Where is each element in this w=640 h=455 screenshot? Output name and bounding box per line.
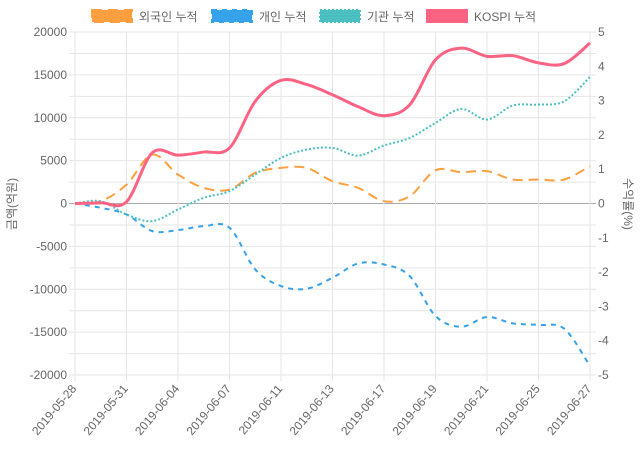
series-line-1 [74, 202, 591, 367]
right-tick-label: 1 [598, 162, 605, 176]
right-tick-label: 4 [598, 59, 605, 73]
legend-label: 개인 누적 [259, 10, 307, 24]
right-tick-label: 0 [598, 197, 605, 211]
x-tick-label: 2019-06-04 [132, 382, 182, 438]
right-tick-label: 3 [598, 94, 605, 108]
right-tick-label: -2 [598, 265, 609, 279]
left-tick-label: 20000 [34, 25, 68, 39]
left-tick-label: 5000 [40, 154, 67, 168]
left-axis-label: 금액(억원) [5, 178, 19, 230]
x-tick-label: 2019-06-25 [493, 382, 543, 438]
series-line-2 [74, 76, 591, 223]
x-tick-label: 2019-06-07 [184, 382, 234, 438]
legend-swatch [91, 9, 133, 23]
right-tick-label: -5 [598, 368, 609, 382]
series-line-0 [74, 153, 591, 205]
right-axis-label: 수익률(%) [621, 178, 635, 230]
legend-label: KOSPI 누적 [474, 10, 536, 24]
legend-swatch [426, 9, 468, 23]
right-tick-label: 5 [598, 25, 605, 39]
left-tick-label: -20000 [30, 368, 68, 382]
x-tick-label: 2019-06-21 [441, 382, 491, 438]
right-tick-label: 2 [598, 128, 605, 142]
legend-label: 외국인 누적 [139, 10, 198, 24]
left-axis-ticks: 20000 15000 10000 5000 0 -5000 -10000 -15000 -20… [30, 25, 68, 382]
legend-swatch [319, 9, 361, 23]
legend-swatch [211, 9, 253, 23]
left-tick-label: -5000 [36, 239, 67, 253]
right-tick-label: -4 [598, 334, 609, 348]
left-tick-label: -10000 [30, 282, 68, 296]
x-tick-label: 2019-05-31 [81, 382, 131, 438]
left-tick-label: 10000 [34, 111, 68, 125]
series-line-3 [74, 41, 591, 208]
left-tick-label: 0 [60, 197, 67, 211]
x-tick-label: 2019-05-28 [29, 382, 79, 438]
x-axis-ticks: 2019-05-28 2019-05-31 2019-06-04 2019-06-07… [29, 382, 594, 438]
legend: 외국인 누적 개인 누적 기관 누적 KOSPI 누적 [91, 9, 536, 24]
legend-label: 기관 누적 [367, 10, 415, 24]
right-tick-label: -3 [598, 299, 609, 313]
series-lines [74, 41, 591, 367]
right-axis-ticks: 5 4 3 2 1 0 -1 -2 -3 -4 -5 [598, 25, 609, 382]
x-tick-label: 2019-06-19 [390, 382, 440, 438]
grid [69, 31, 596, 381]
x-tick-label: 2019-06-11 [236, 382, 286, 438]
x-tick-label: 2019-06-17 [338, 382, 388, 438]
left-tick-label: -15000 [30, 325, 68, 339]
x-tick-label: 2019-06-27 [544, 382, 594, 438]
x-tick-label: 2019-06-13 [287, 382, 337, 438]
left-tick-label: 15000 [34, 68, 68, 82]
right-tick-label: -1 [598, 231, 609, 245]
